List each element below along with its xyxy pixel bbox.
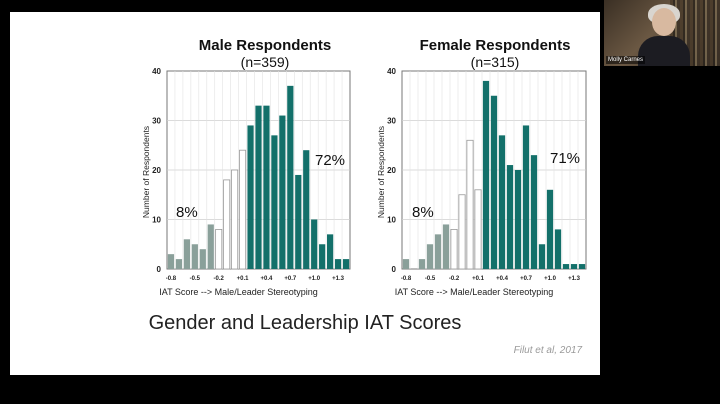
chart-2-y-tick-label: 40 [387,67,396,76]
chart-1-y-axis-label: Number of Respondents [141,126,151,218]
chart-1-bar [199,249,206,269]
chart-2-bar [570,264,578,269]
chart-1-bar [167,254,175,269]
chart-1-bar [215,228,223,270]
chart-1-bar [295,174,302,269]
presentation-slide: 0 10 20 30 40 -0.8 -0.5 -0.2 +0.1 +0.4 +0.7 +1.0 +1.… [10,12,600,375]
chart-2-y-tick-label: 20 [387,166,396,175]
chart-1-bar [255,105,262,270]
chart-1-bar [271,135,278,269]
participant-video-tile[interactable]: Molly Carnes [604,0,720,66]
chart-1-x-tick-label: +0.1 [237,276,250,282]
chart-1-bar [319,244,326,269]
participant-face [652,8,676,36]
chart-1-y-tick-label: 30 [152,117,161,126]
chart-1-y-tick-label: 10 [152,216,161,225]
chart-2-bar [530,155,538,269]
chart-1-right-percent: 72% [315,152,346,169]
chart-2-x-tick-label: -0.2 [449,276,460,282]
chart-1-title: Male Respondents [198,37,332,54]
chart-1-bar [287,85,294,269]
chart-1-bar [239,149,247,270]
chart-2-title: Female Respondents [419,37,571,54]
chart-2-bar [418,259,426,269]
chart-2-bar [450,228,458,270]
chart-1-bar [334,259,342,269]
chart-1-bar [207,224,214,269]
chart-2-bar [458,194,466,270]
chart-2-bar [538,244,546,269]
chart-2-bar [466,139,474,270]
chart-2-bar [402,259,410,269]
chart-1-y-tick-label: 40 [152,67,161,76]
chart-2-bar [506,165,514,269]
chart-2-y-tick-label: 0 [392,265,397,274]
chart-2-x-axis-label: IAT Score --> Male/Leader Stereotyping [395,287,554,297]
participant-body [638,36,690,66]
chart-1-bar [231,169,239,270]
chart-2-bar [490,95,498,269]
participant-name-label: Molly Carnes [606,56,646,64]
chart-2-x-tick-label: +0.7 [520,276,533,282]
chart-2-subtitle: (n=315) [470,54,520,70]
slide-title: Gender and Leadership IAT Scores [148,312,462,334]
chart-2-bar [562,264,570,269]
chart-2-bar [442,224,450,269]
chart-2-x-tick-label: -0.8 [401,276,412,282]
chart-2-bar [426,244,434,269]
chart-1-bar [263,105,270,270]
chart-2-y-axis-label: Number of Respondents [376,126,386,218]
chart-1-bar [191,244,198,269]
chart-1-x-axis-label: IAT Score --> Male/Leader Stereotyping [159,287,318,297]
chart-2-right-percent: 71% [550,150,581,167]
chart-1-x-tick-label: +0.4 [261,276,274,282]
chart-2-left-percent: 8% [412,204,434,221]
chart-2-y-tick-label: 30 [387,117,396,126]
chart-2-x-tick-label: +0.4 [496,276,509,282]
charts-canvas: 0 10 20 30 40 -0.8 -0.5 -0.2 +0.1 +0.4 +0.7 +1.0 +1.… [141,67,587,297]
chart-1-bar [342,259,350,269]
chart-1-y-tick-label: 0 [157,265,162,274]
chart-1-x-tick-label: -0.2 [214,276,225,282]
chart-2-bar [554,229,562,269]
chart-1-bar [223,179,231,270]
chart-2-bar [546,189,554,269]
chart-1-bar [183,239,190,269]
chart-2-bar [482,80,490,270]
chart-1-x-tick-label: +1.3 [332,276,345,282]
chart-2-bar [514,170,522,269]
chart-2-bar [578,264,586,269]
chart-1-x-tick-label: +0.7 [284,276,297,282]
chart-2-bar [498,135,506,269]
chart-1-bar [279,115,286,269]
chart-2-y-tick-label: 10 [387,216,396,225]
chart-1-bar [327,234,334,269]
chart-2-bar [522,125,530,269]
chart-1-bar [311,219,318,269]
chart-1-left-percent: 8% [176,204,198,221]
chart-1-bar [303,150,310,269]
chart-2-x-tick-label: +1.0 [544,276,557,282]
chart-1-y-tick-label: 20 [152,166,161,175]
chart-1-subtitle: (n=359) [240,54,290,70]
chart-2-x-tick-label: -0.5 [425,276,436,282]
chart-1-bar [247,125,254,269]
chart-1-bar [175,259,183,269]
chart-2-x-tick-label: +1.3 [568,276,581,282]
chart-1-x-tick-label: -0.5 [190,276,201,282]
chart-2-x-tick-label: +0.1 [472,276,485,282]
chart-1-x-tick-label: +1.0 [308,276,321,282]
chart-1-x-tick-label: -0.8 [166,276,177,282]
citation: Filut et al, 2017 [513,345,582,356]
chart-2-bar [434,234,442,269]
chart-2-bar [474,189,482,270]
